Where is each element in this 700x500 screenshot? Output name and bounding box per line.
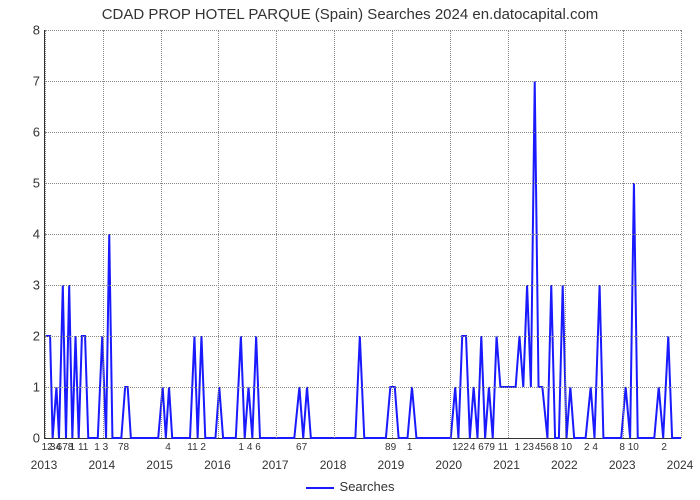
xtick-year: 2014 <box>88 458 115 472</box>
gridline-h <box>45 30 681 31</box>
xtick-year: 2017 <box>262 458 289 472</box>
xtick-sub: 2 <box>661 442 667 453</box>
xtick-sub: 8 10 <box>553 442 572 453</box>
gridline-v <box>565 30 566 438</box>
xtick-sub: 89 <box>385 442 396 453</box>
gridline-h <box>45 81 681 82</box>
ytick-label: 7 <box>16 74 40 89</box>
gridline-h <box>45 285 681 286</box>
xtick-year: 2023 <box>609 458 636 472</box>
gridline-v <box>681 30 682 438</box>
xtick-sub: 2 4 <box>584 442 598 453</box>
ytick-label: 2 <box>16 329 40 344</box>
legend: Searches <box>0 479 700 494</box>
xtick-sub: 8 10 <box>619 442 638 453</box>
xtick-sub: 1 <box>407 442 413 453</box>
xtick-year: 2019 <box>378 458 405 472</box>
legend-label: Searches <box>340 479 395 494</box>
chart-container: CDAD PROP HOTEL PARQUE (Spain) Searches … <box>0 0 700 500</box>
ytick-label: 0 <box>16 431 40 446</box>
xtick-sub: 4 6 <box>247 442 261 453</box>
ytick-label: 8 <box>16 23 40 38</box>
plot-area <box>44 30 681 439</box>
gridline-h <box>45 183 681 184</box>
gridline-v <box>450 30 451 438</box>
gridline-v <box>45 30 46 438</box>
xtick-sub: 456 <box>535 442 552 453</box>
gridline-v <box>623 30 624 438</box>
gridline-v <box>508 30 509 438</box>
gridline-h <box>45 387 681 388</box>
ytick-label: 4 <box>16 227 40 242</box>
xtick-sub: 1 23 <box>514 442 533 453</box>
xtick-sub: 1 <box>238 442 244 453</box>
gridline-v <box>161 30 162 438</box>
xtick-year: 2013 <box>31 458 58 472</box>
xtick-year: 2022 <box>551 458 578 472</box>
ytick-label: 3 <box>16 278 40 293</box>
gridline-v <box>276 30 277 438</box>
gridline-h <box>45 132 681 133</box>
ytick-label: 5 <box>16 176 40 191</box>
chart-title: CDAD PROP HOTEL PARQUE (Spain) Searches … <box>0 6 700 23</box>
xtick-sub: 4 67 <box>470 442 489 453</box>
xtick-year: 2015 <box>146 458 173 472</box>
gridline-v <box>334 30 335 438</box>
gridline-v <box>103 30 104 438</box>
xtick-year: 2018 <box>320 458 347 472</box>
line-series <box>45 81 681 438</box>
gridline-v <box>218 30 219 438</box>
xtick-year: 2016 <box>204 458 231 472</box>
xtick-year: 2024 <box>667 458 694 472</box>
xtick-sub: 9 11 <box>489 442 508 453</box>
xtick-year: 2021 <box>493 458 520 472</box>
xtick-sub: 67 <box>296 442 307 453</box>
xtick-sub: 1 11 <box>70 442 89 453</box>
xtick-sub: 1 3 <box>94 442 108 453</box>
xtick-sub: 78 <box>118 442 129 453</box>
xtick-year: 2020 <box>435 458 462 472</box>
xtick-sub: 122 <box>452 442 469 453</box>
legend-line <box>306 487 334 489</box>
gridline-h <box>45 234 681 235</box>
ytick-label: 6 <box>16 125 40 140</box>
gridline-h <box>45 336 681 337</box>
xtick-sub: 4 <box>165 442 171 453</box>
xtick-sub: 11 2 <box>187 442 206 453</box>
ytick-label: 1 <box>16 380 40 395</box>
gridline-v <box>392 30 393 438</box>
